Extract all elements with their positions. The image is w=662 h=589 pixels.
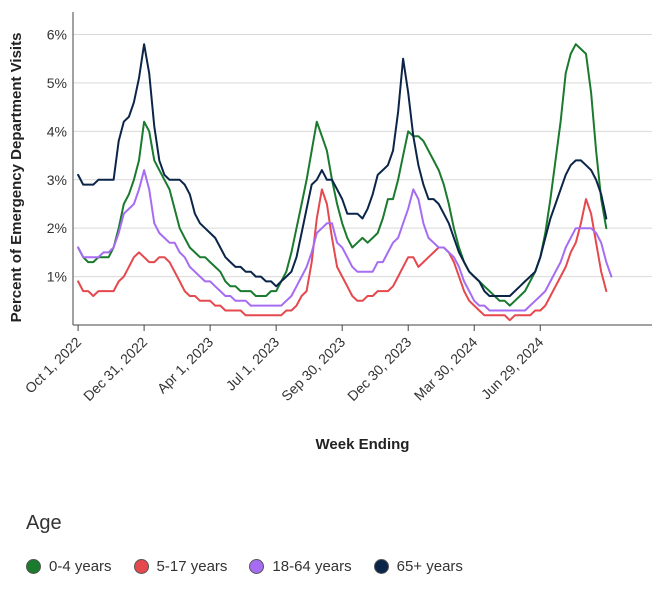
x-tick-label: Oct 1, 2022: [22, 334, 85, 397]
series-line-0-4-years: [77, 43, 608, 307]
x-tick-label: Jul 1, 2023: [223, 334, 283, 394]
legend-swatch-icon: [249, 559, 265, 574]
legend-swatch-icon: [133, 559, 149, 574]
y-tick-label: 2%: [47, 220, 67, 236]
y-tick-label: 3%: [47, 172, 67, 188]
legend: 0-4 years 5-17 years 18-64 years 65+ years: [26, 558, 485, 575]
x-tick-label: Jun 29, 2024: [478, 334, 547, 403]
legend-swatch-icon: [373, 559, 389, 574]
series-line-18-64-years: [77, 169, 613, 312]
x-tick-label: Dec 31, 2022: [80, 334, 150, 404]
legend-item[interactable]: 5-17 years: [133, 558, 228, 575]
legend-label: 5-17 years: [156, 558, 228, 575]
y-tick-label: 6%: [47, 27, 67, 43]
series-line-65-years: [77, 43, 608, 297]
y-tick-label: 4%: [47, 123, 67, 139]
x-tick-label: Dec 30, 2023: [344, 334, 414, 404]
x-tick-label: Sep 30, 2023: [278, 334, 348, 404]
legend-item[interactable]: 65+ years: [373, 558, 463, 575]
x-tick-label: Apr 1, 2023: [154, 334, 217, 397]
legend-label: 65+ years: [396, 558, 463, 575]
x-tick-label: Mar 30, 2024: [411, 334, 481, 404]
legend-label: 18-64 years: [272, 558, 352, 575]
y-tick-label: 5%: [47, 75, 67, 91]
series-line-5-17-years: [77, 188, 608, 322]
legend-label: 0-4 years: [49, 558, 112, 575]
legend-swatch-icon: [26, 559, 41, 574]
x-axis-title: Week Ending: [316, 436, 410, 453]
legend-title: Age: [26, 512, 62, 534]
y-tick-label: 1%: [47, 269, 67, 285]
legend-item[interactable]: 18-64 years: [249, 558, 352, 575]
y-axis-title: Percent of Emergency Department Visits: [8, 33, 25, 323]
legend-item[interactable]: 0-4 years: [26, 558, 112, 575]
